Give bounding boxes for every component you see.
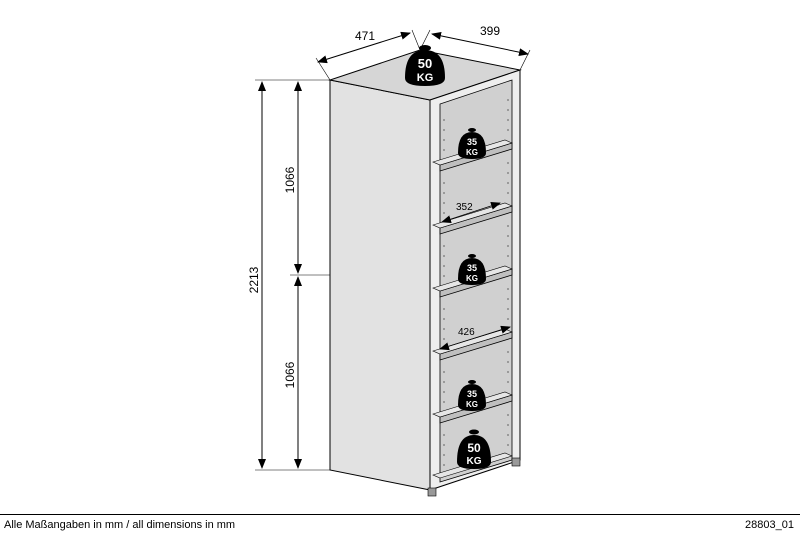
left-panel (330, 80, 430, 490)
foot (428, 488, 436, 496)
weight-value: 35 (467, 389, 477, 399)
weight-unit: KG (466, 148, 478, 157)
weight-top: 50 KG (405, 45, 445, 86)
dim-text: 399 (480, 24, 500, 38)
dim-text: 2213 (247, 266, 261, 293)
weight-value: 35 (467, 263, 477, 273)
technical-diagram: 50 KG 35 KG 35 KG 35 KG 50 KG 471 399 (0, 0, 800, 515)
dim-text: 352 (456, 202, 473, 213)
footer-text: Alle Maßangaben in mm / all dimensions i… (4, 519, 235, 531)
weight-unit: KG (417, 72, 434, 84)
weight-unit: KG (467, 456, 482, 467)
shelf-unit (330, 50, 520, 496)
footer-code: 28803_01 (745, 519, 794, 531)
weight-value: 35 (467, 137, 477, 147)
dim-text: 1066 (283, 166, 297, 193)
weight-value: 50 (467, 441, 481, 455)
footer-divider (0, 514, 800, 515)
dim-text: 471 (355, 29, 375, 43)
dim-text: 426 (458, 327, 475, 338)
weight-unit: KG (466, 274, 478, 283)
weight-unit: KG (466, 400, 478, 409)
weight-value: 50 (418, 56, 432, 71)
dim-heights: 2213 1066 1066 (247, 80, 330, 470)
dim-text: 1066 (283, 361, 297, 388)
foot (512, 458, 520, 466)
